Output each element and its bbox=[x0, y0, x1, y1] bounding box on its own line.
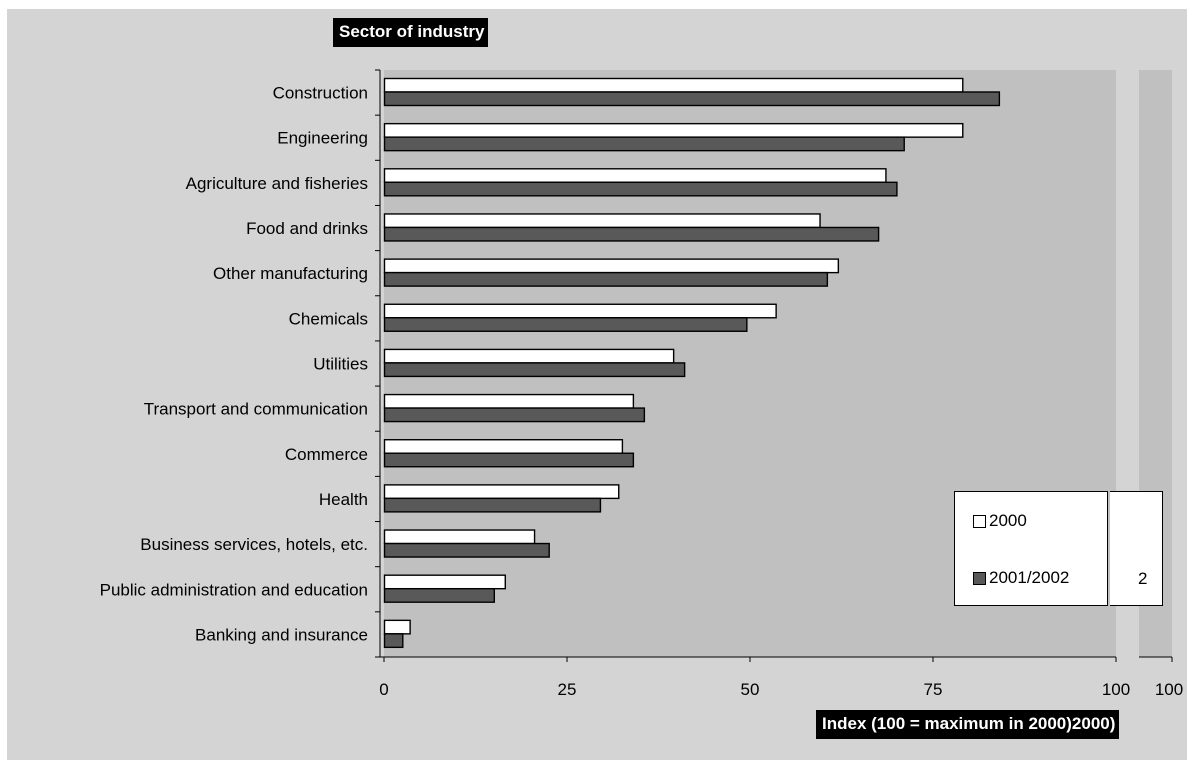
bar-2000 bbox=[383, 77, 964, 93]
category-label: Other manufacturing bbox=[213, 264, 368, 283]
bar-2000 bbox=[383, 484, 620, 500]
bar-2000 bbox=[383, 348, 675, 364]
bar-2001-2002 bbox=[383, 136, 905, 152]
x-tick-label: 25 bbox=[558, 680, 577, 699]
legend-item-2000: 2000 bbox=[973, 511, 1027, 531]
category-label: Construction bbox=[273, 84, 368, 103]
x-axis-title-text: Index (100 = maximum in 2000) bbox=[822, 714, 1072, 733]
bar-2001-2002 bbox=[383, 317, 748, 332]
legend-ghost: 2 bbox=[1110, 491, 1163, 606]
bar-2001-2002 bbox=[383, 452, 635, 468]
category-label: Food and drinks bbox=[246, 219, 368, 238]
category-label: Engineering bbox=[277, 129, 368, 148]
bar-2001-2002 bbox=[383, 407, 646, 423]
category-label: Commerce bbox=[285, 445, 368, 464]
category-label: Transport and communication bbox=[144, 400, 368, 419]
x-tick-label: 100 bbox=[1102, 680, 1130, 699]
x-tick-label: 75 bbox=[924, 680, 943, 699]
y-axis-title: Sector of industry bbox=[333, 18, 489, 47]
bar-2001-2002 bbox=[383, 542, 550, 558]
bar-2001-2002 bbox=[383, 91, 1001, 107]
bar-2000 bbox=[383, 529, 536, 545]
bar-2000 bbox=[383, 213, 821, 229]
category-label: Business services, hotels, etc. bbox=[140, 535, 368, 554]
bar-2001-2002 bbox=[383, 271, 829, 287]
bar-2000 bbox=[383, 439, 624, 454]
x-axis-title: Index (100 = maximum in 2000)2000) bbox=[816, 710, 1120, 739]
bar-2000 bbox=[383, 619, 411, 635]
bar-2000 bbox=[383, 303, 777, 319]
bar-2000 bbox=[383, 168, 887, 184]
legend: 2000 2001/2002 bbox=[954, 491, 1108, 606]
x-tick-label: 50 bbox=[741, 680, 760, 699]
bar-2001-2002 bbox=[383, 362, 686, 378]
category-label: Utilities bbox=[313, 355, 368, 374]
legend-swatch-2001-2002 bbox=[973, 571, 986, 585]
legend-label-2000: 2000 bbox=[989, 511, 1027, 530]
x-tick-label: 0 bbox=[379, 680, 388, 699]
category-label: Banking and insurance bbox=[195, 625, 368, 644]
bar-2000 bbox=[383, 574, 506, 590]
category-label: Health bbox=[319, 490, 368, 509]
category-label: Agriculture and fisheries bbox=[186, 174, 368, 193]
legend-ghost-fragment: 2 bbox=[1138, 569, 1148, 588]
category-label: Chemicals bbox=[289, 309, 368, 328]
category-label: Public administration and education bbox=[100, 580, 368, 599]
bar-2001-2002 bbox=[383, 587, 496, 603]
bar-2000 bbox=[383, 258, 840, 274]
legend-label-2001-2002: 2001/2002 bbox=[989, 568, 1070, 587]
legend-item-2001-2002: 2001/2002 bbox=[973, 568, 1069, 588]
legend-swatch-2000 bbox=[973, 514, 986, 528]
x-tick-label-ghost: 100 bbox=[1155, 680, 1183, 699]
bar-2000 bbox=[383, 122, 964, 138]
bar-2001-2002 bbox=[383, 633, 404, 649]
bar-2001-2002 bbox=[383, 497, 602, 513]
bar-2001-2002 bbox=[383, 181, 898, 197]
bar-2000 bbox=[383, 393, 635, 409]
bar-2001-2002 bbox=[383, 226, 880, 242]
x-axis-title-ghost: 2000) bbox=[1071, 714, 1116, 733]
